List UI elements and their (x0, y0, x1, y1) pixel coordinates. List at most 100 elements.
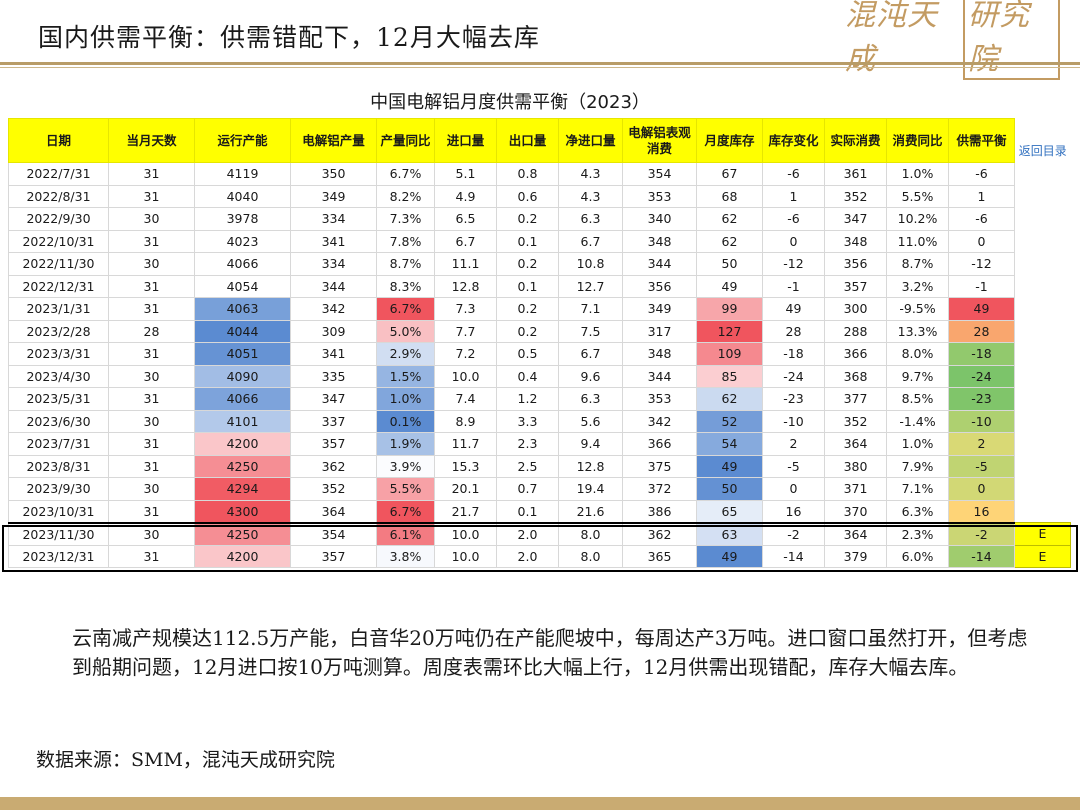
header-cell: 当月天数 (108, 118, 195, 163)
table-row: 2022/8/31 31 4040 349 8.2% 4.9 0.6 4.3 353 68 1 352… (8, 184, 1071, 208)
table-cell: 354 (622, 162, 697, 186)
table-cell: 352 (290, 477, 377, 501)
table-cell: 31 (108, 229, 195, 253)
table-cell: 10.8 (558, 252, 623, 276)
table-cell: 353 (622, 387, 697, 411)
table-cell: -6 (948, 207, 1015, 231)
table-cell: 65 (696, 499, 763, 523)
estimate-flag-cell (1014, 230, 1071, 253)
header-cell: 库存变化 (762, 118, 825, 163)
table-cell: 4090 (194, 364, 291, 388)
table-cell: 375 (622, 454, 697, 478)
table-cell: 8.5% (886, 387, 949, 411)
header-cell: 进口量 (434, 118, 497, 163)
table-cell: 0 (762, 229, 825, 253)
table-cell: 127 (696, 319, 763, 343)
table-cell: 380 (824, 454, 887, 478)
table-cell: 6.3 (558, 207, 623, 231)
table-cell: 0.2 (496, 252, 559, 276)
table-cell: 0.5 (496, 342, 559, 366)
header-cell: 电解铝表观消费 (622, 118, 697, 163)
table-cell: 348 (622, 342, 697, 366)
table-cell: 8.2% (376, 184, 435, 208)
table-cell: 365 (622, 544, 697, 568)
table-cell: 1.2 (496, 387, 559, 411)
table-cell: 300 (824, 297, 887, 321)
table-cell: 370 (824, 499, 887, 523)
table-cell: 31 (108, 342, 195, 366)
table-cell: -14 (762, 544, 825, 568)
table-cell: 8.0 (558, 521, 623, 546)
table-row: 2023/11/30 30 4250 354 6.1% 10.0 2.0 8.0 362 63 -2… (8, 521, 1071, 546)
table-cell: 31 (108, 454, 195, 478)
table-cell: 6.0% (886, 544, 949, 568)
footer-bar (0, 797, 1080, 810)
table-cell: 31 (108, 297, 195, 321)
table-cell: -23 (948, 387, 1015, 411)
table-cell: 356 (824, 252, 887, 276)
table-cell: 2022/8/31 (8, 184, 109, 208)
table-cell: 0.2 (496, 207, 559, 231)
table-cell: 344 (622, 252, 697, 276)
table-cell: 63 (696, 521, 763, 546)
table-cell: 28 (762, 319, 825, 343)
table-cell: 356 (622, 274, 697, 298)
table-cell: -14 (948, 544, 1015, 568)
table-row: 2022/11/30 30 4066 334 8.7% 11.1 0.2 10.8 344 50-… (8, 252, 1071, 276)
table-cell: 2023/1/31 (8, 297, 109, 321)
table-cell: 2022/11/30 (8, 252, 109, 276)
table-cell: 4119 (194, 162, 291, 186)
table-cell: 2.3 (496, 432, 559, 456)
table-cell: 0.4 (496, 364, 559, 388)
estimate-flag-cell: E (1014, 522, 1071, 546)
table-cell: 2023/5/31 (8, 387, 109, 411)
table-cell: 0.7 (496, 477, 559, 501)
table-cell: 8.0 (558, 544, 623, 568)
table-cell: 5.5% (886, 184, 949, 208)
table-cell: 31 (108, 387, 195, 411)
back-to-contents-link[interactable]: 返回目录 (1014, 118, 1071, 163)
table-cell: 4051 (194, 342, 291, 366)
table-cell: 8.0% (886, 342, 949, 366)
table-cell: 1.0% (886, 162, 949, 186)
table-cell: 99 (696, 297, 763, 321)
table-cell: -1.4% (886, 409, 949, 433)
table-row: 2023/7/31 31 4200 357 1.9% 11.7 2.3 9.4 366 54 2 36… (8, 432, 1071, 456)
table-cell: 30 (108, 364, 195, 388)
table-cell: 6.7% (376, 499, 435, 523)
table-cell: 364 (290, 499, 377, 523)
table-cell: 357 (290, 544, 377, 568)
table-cell: 13.3% (886, 319, 949, 343)
table-cell: 49 (696, 544, 763, 568)
table-cell: 62 (696, 229, 763, 253)
table-cell: 0.1 (496, 229, 559, 253)
table-cell: 341 (290, 229, 377, 253)
table-title: 中国电解铝月度供需平衡（2023） (370, 92, 650, 113)
estimate-flag-cell (1014, 432, 1071, 455)
table-cell: 340 (622, 207, 697, 231)
table-cell: 349 (622, 297, 697, 321)
table-cell: 2023/9/30 (8, 477, 109, 501)
table-cell: 7.7 (434, 319, 497, 343)
table-cell: 2022/7/31 (8, 162, 109, 186)
table-cell: -18 (762, 342, 825, 366)
table-cell: 0.1 (496, 499, 559, 523)
header-cell: 消费同比 (886, 118, 949, 163)
table-cell: 31 (108, 432, 195, 456)
table-cell: 342 (622, 409, 697, 433)
estimate-flag-cell (1014, 387, 1071, 410)
table-cell: 31 (108, 184, 195, 208)
table-header-row: 日期 当月天数 运行产能 电解铝产量 产量同比 进口量 出口量 净进口量 电解铝表观消费 月度库存… (8, 118, 1071, 163)
estimate-flag-cell (1014, 252, 1071, 275)
table-cell: 7.4 (434, 387, 497, 411)
table-cell: 2023/3/31 (8, 342, 109, 366)
company-logo: 混沌天成 研究院 (845, 0, 1060, 80)
estimate-flag-cell (1014, 500, 1071, 523)
table-cell: 31 (108, 499, 195, 523)
table-cell: 0.6 (496, 184, 559, 208)
table-cell: 347 (824, 207, 887, 231)
table-cell: 11.7 (434, 432, 497, 456)
logo-boxed-text: 研究院 (963, 0, 1060, 80)
table-cell: 357 (824, 274, 887, 298)
table-cell: 8.7% (376, 252, 435, 276)
